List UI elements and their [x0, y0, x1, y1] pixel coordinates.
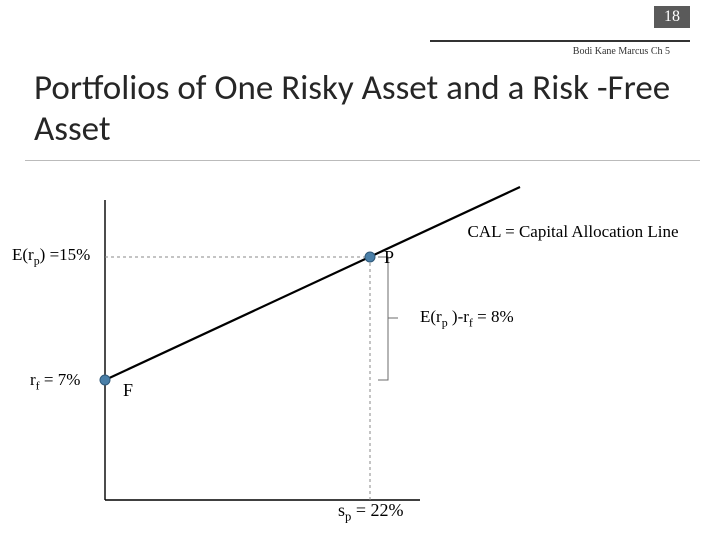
sigma-sym: s [338, 500, 345, 520]
label-f: F [123, 380, 133, 401]
slide: 18 Bodi Kane Marcus Ch 5 Portfolios of O… [0, 0, 720, 540]
citation: Bodi Kane Marcus Ch 5 [573, 46, 670, 57]
slide-title: Portfolios of One Risky Asset and a Risk… [34, 68, 690, 151]
label-slope: E(rp )-rf = 8% [420, 307, 514, 330]
label-p: P [384, 247, 394, 268]
title-underline [25, 160, 700, 161]
erp-tail: ) =15% [40, 245, 91, 264]
slope-tail: = 8% [473, 307, 514, 326]
label-sigma: sp = 22% [338, 500, 403, 525]
rf-sub: f [36, 378, 40, 392]
point-p [365, 252, 375, 262]
rf-tail: = 7% [44, 370, 81, 389]
page-number: 18 [654, 6, 690, 28]
sigma-tail: = 22% [351, 500, 403, 520]
erp-pre: E(r [12, 245, 34, 264]
cal-line [105, 187, 520, 380]
label-erp: E(rp) =15% [12, 245, 90, 268]
point-f [100, 375, 110, 385]
header-divider [430, 40, 690, 42]
label-cal: CAL = Capital Allocation Line [458, 222, 688, 242]
slope-mid: )-r [448, 307, 469, 326]
bracket [378, 257, 398, 380]
slope-pre: E(r [420, 307, 442, 326]
label-rf: rf = 7% [30, 370, 80, 393]
